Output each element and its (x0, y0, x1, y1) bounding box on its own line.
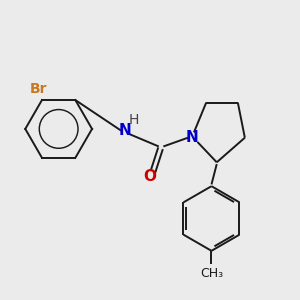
Text: N: N (186, 130, 199, 145)
Text: CH₃: CH₃ (200, 267, 223, 280)
Text: Br: Br (30, 82, 47, 96)
Text: N: N (119, 123, 132, 138)
Text: O: O (143, 169, 157, 184)
Text: H: H (129, 113, 140, 127)
